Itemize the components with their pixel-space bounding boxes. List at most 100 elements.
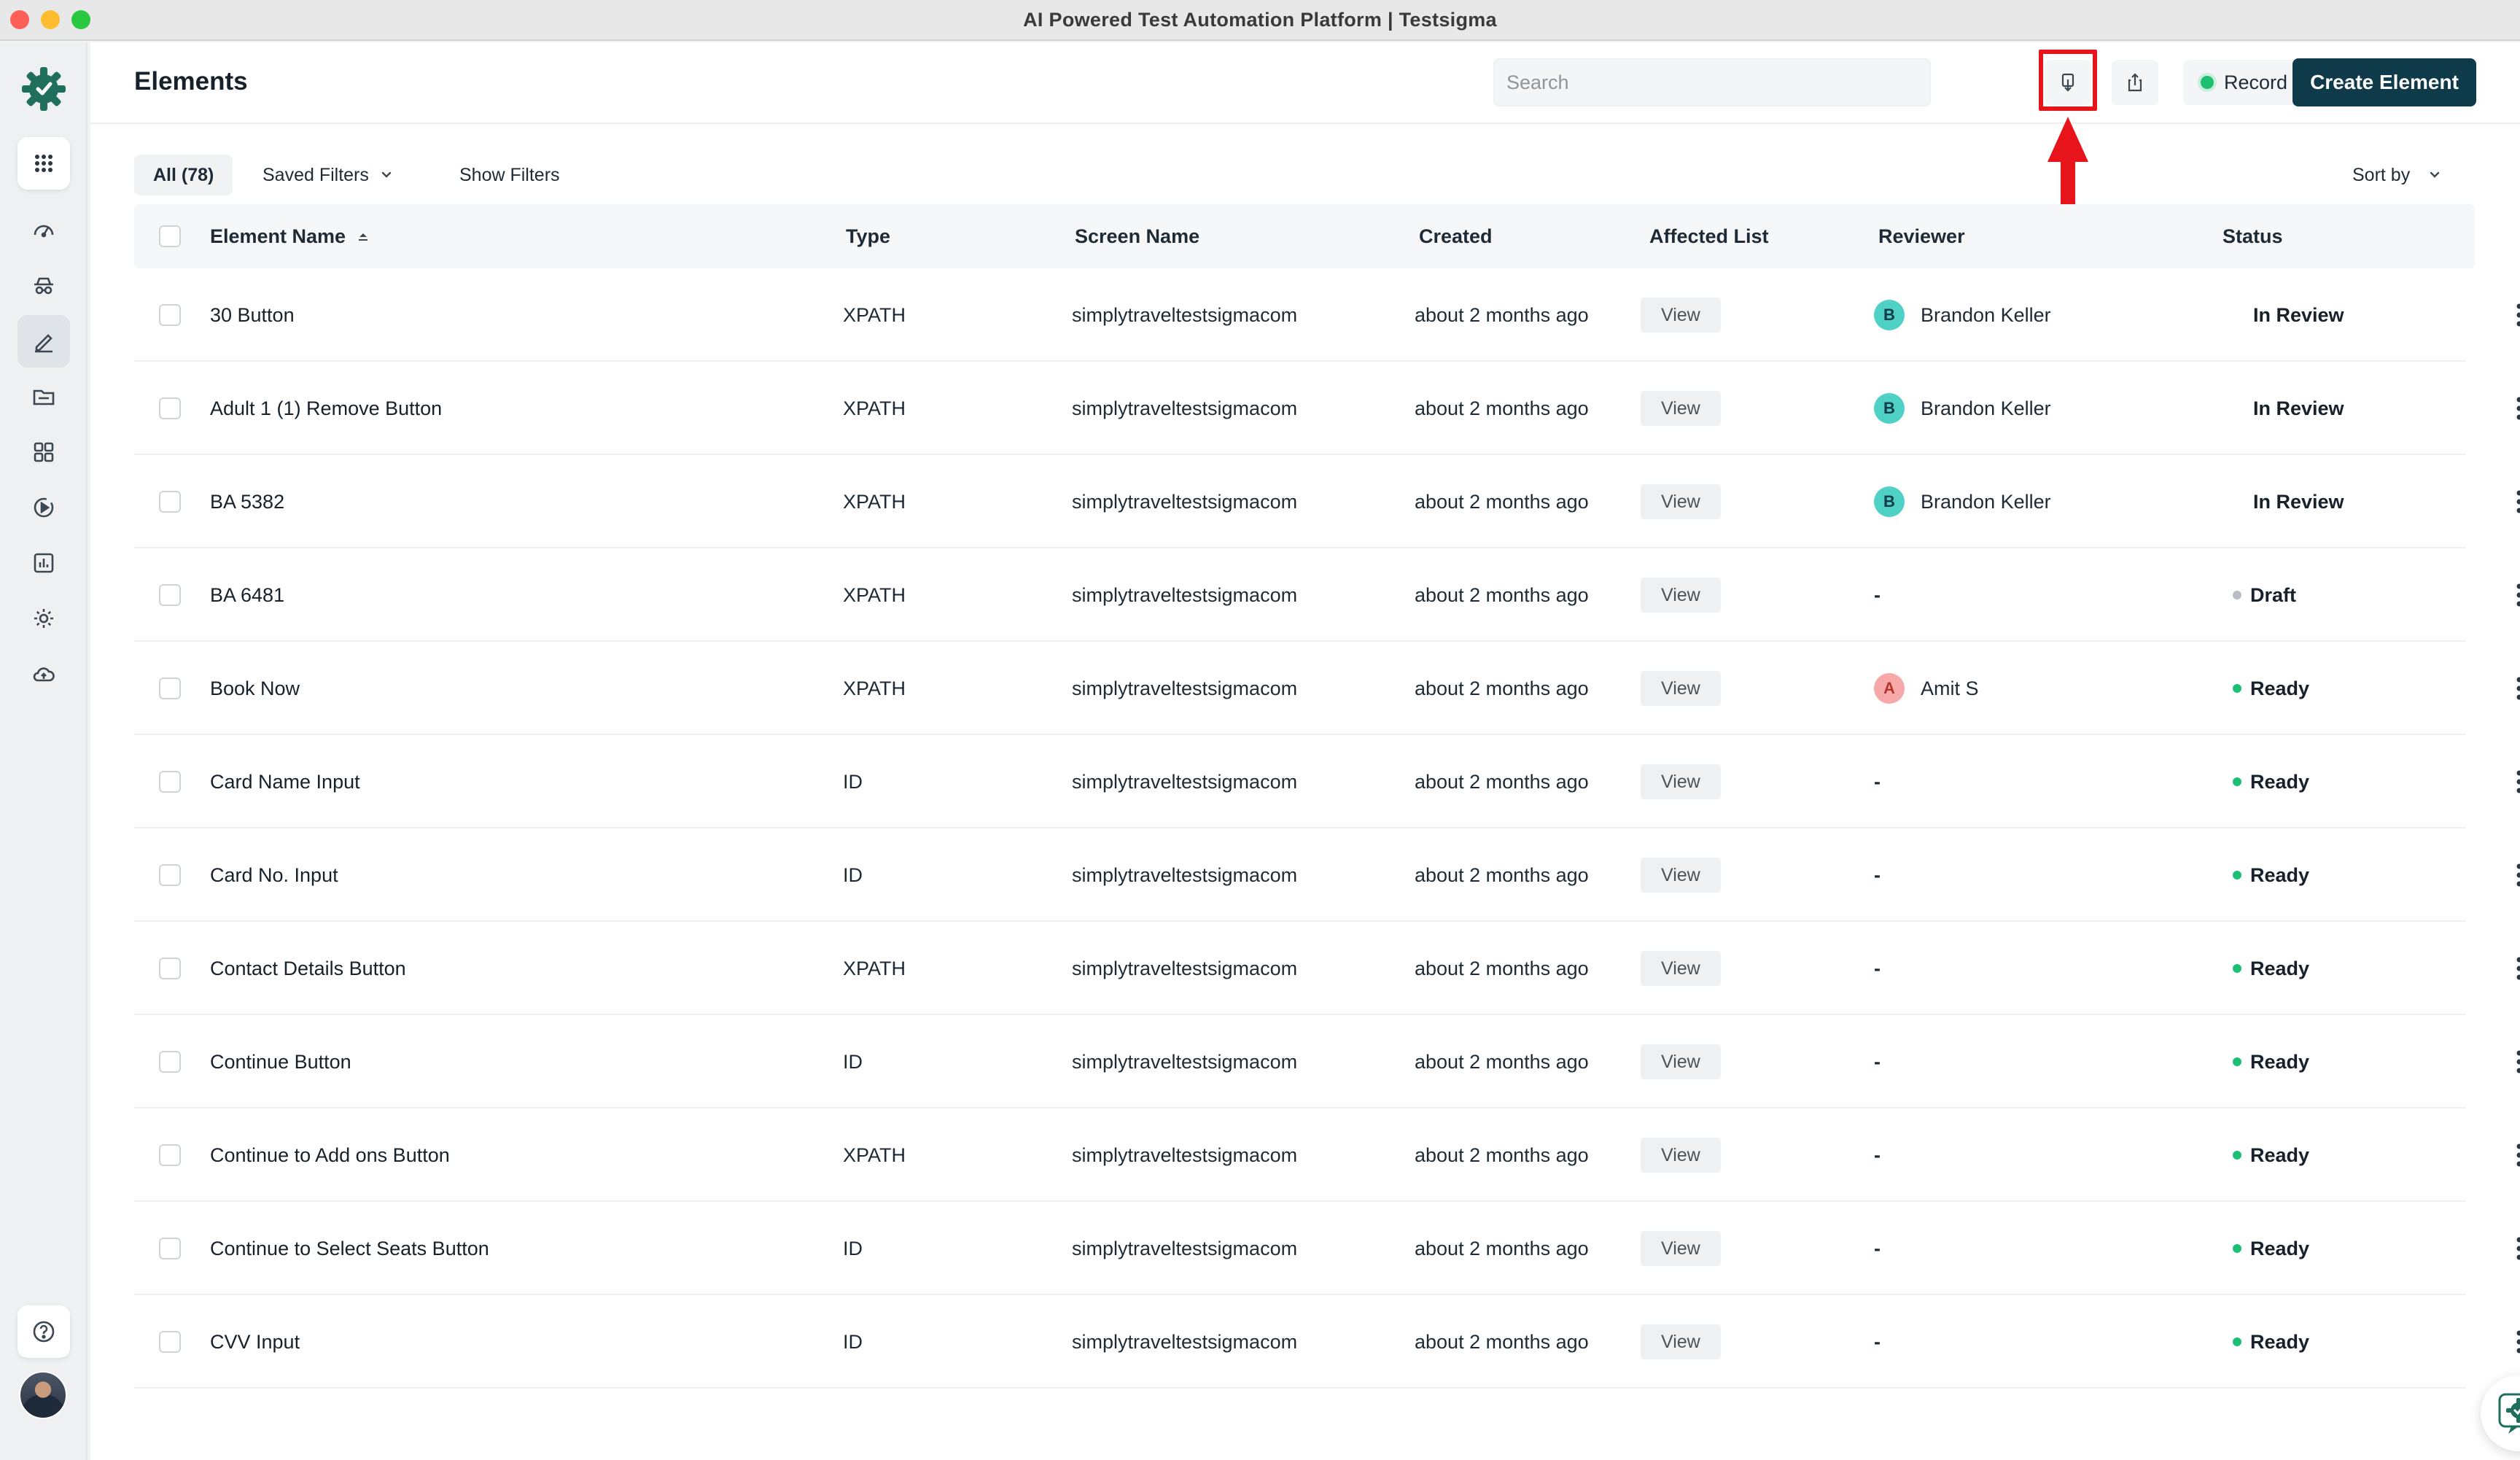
element-name[interactable]: Contact Details Button xyxy=(210,957,406,979)
row-checkbox[interactable] xyxy=(159,548,181,642)
table-row[interactable]: 30 Button XPATH simplytraveltestsigmacom ab… xyxy=(134,268,2520,362)
affected-list-cell: View xyxy=(1641,1108,1721,1202)
view-button[interactable]: View xyxy=(1641,298,1721,333)
highlight-box xyxy=(2039,50,2097,111)
nav-cloud-upload[interactable] xyxy=(18,648,70,700)
zoom-window-button[interactable] xyxy=(71,10,90,29)
table-row[interactable]: Continue Button ID simplytraveltestsigmaco… xyxy=(134,1015,2520,1108)
chevron-down-icon xyxy=(381,171,392,178)
view-button[interactable]: View xyxy=(1641,671,1721,706)
reviewer-cell: - xyxy=(1874,1295,1881,1389)
create-element-button[interactable]: Create Element xyxy=(2292,58,2476,106)
view-button[interactable]: View xyxy=(1641,764,1721,799)
row-checkbox[interactable] xyxy=(159,735,181,828)
import-button[interactable] xyxy=(2045,60,2091,105)
row-checkbox[interactable] xyxy=(159,922,181,1015)
chat-assistant-button[interactable] xyxy=(2481,1375,2520,1451)
row-checkbox[interactable] xyxy=(159,1108,181,1202)
nav-test-data[interactable] xyxy=(18,370,70,423)
table-row[interactable]: Book Now XPATH simplytraveltestsigmacom abo… xyxy=(134,642,2520,735)
view-button[interactable]: View xyxy=(1641,1044,1721,1079)
row-actions-menu[interactable] xyxy=(2508,922,2520,1015)
select-all-checkbox[interactable] xyxy=(159,204,181,268)
minimize-window-button[interactable] xyxy=(41,10,60,29)
nav-reports[interactable] xyxy=(18,537,70,589)
element-name[interactable]: BA 5382 xyxy=(210,490,285,513)
nav-settings[interactable] xyxy=(18,592,70,645)
nav-incognito[interactable] xyxy=(18,260,70,312)
nav-elements[interactable] xyxy=(18,315,70,368)
row-checkbox[interactable] xyxy=(159,1202,181,1295)
table-row[interactable]: Continue to Select Seats Button ID simplyt… xyxy=(134,1202,2520,1295)
element-name[interactable]: Continue Button xyxy=(210,1050,351,1073)
table-row[interactable]: BA 6481 XPATH simplytraveltestsigmacom abou… xyxy=(134,548,2520,642)
element-name[interactable]: Adult 1 (1) Remove Button xyxy=(210,397,443,419)
row-checkbox[interactable] xyxy=(159,1015,181,1108)
element-name[interactable]: 30 Button xyxy=(210,303,295,326)
created-date: about 2 months ago xyxy=(1415,1050,1589,1073)
record-main[interactable]: Record xyxy=(2183,60,2311,105)
element-name[interactable]: BA 6481 xyxy=(210,583,285,606)
close-window-button[interactable] xyxy=(10,10,29,29)
element-name[interactable]: Continue to Add ons Button xyxy=(210,1143,450,1166)
row-actions-menu[interactable] xyxy=(2508,1202,2520,1295)
table-row[interactable]: Contact Details Button XPATH simplytravelt… xyxy=(134,922,2520,1015)
row-checkbox[interactable] xyxy=(159,268,181,362)
help-button[interactable] xyxy=(18,1305,70,1358)
row-actions-menu[interactable] xyxy=(2508,828,2520,922)
view-button[interactable]: View xyxy=(1641,391,1721,426)
element-name[interactable]: Card No. Input xyxy=(210,863,338,886)
view-button[interactable]: View xyxy=(1641,484,1721,519)
row-checkbox[interactable] xyxy=(159,1295,181,1389)
column-created[interactable]: Created xyxy=(1419,225,1493,247)
table-row[interactable]: Adult 1 (1) Remove Button XPATH simplytrav… xyxy=(134,362,2520,455)
testsigma-logo-icon[interactable] xyxy=(19,64,69,114)
view-button[interactable]: View xyxy=(1641,1324,1721,1359)
row-actions-menu[interactable] xyxy=(2508,268,2520,362)
nav-runs[interactable] xyxy=(18,481,70,534)
row-checkbox[interactable] xyxy=(159,362,181,455)
element-name[interactable]: Book Now xyxy=(210,677,300,699)
saved-filters-dropdown[interactable]: Saved Filters xyxy=(262,155,394,195)
row-actions-menu[interactable] xyxy=(2508,1015,2520,1108)
column-element-name[interactable]: Element Name xyxy=(210,204,370,268)
row-actions-menu[interactable] xyxy=(2508,735,2520,828)
element-name[interactable]: Card Name Input xyxy=(210,770,360,793)
element-name[interactable]: CVV Input xyxy=(210,1330,300,1353)
element-name[interactable]: Continue to Select Seats Button xyxy=(210,1237,489,1259)
filter-all-chip[interactable]: All (78) xyxy=(134,155,233,195)
row-actions-menu[interactable] xyxy=(2508,1108,2520,1202)
view-button[interactable]: View xyxy=(1641,1231,1721,1266)
row-checkbox[interactable] xyxy=(159,455,181,548)
apps-grid-button[interactable] xyxy=(18,137,70,190)
status-badge: Draft xyxy=(2233,584,2296,607)
import-download-icon xyxy=(2061,73,2074,92)
table-row[interactable]: Card No. Input ID simplytraveltestsigmacom… xyxy=(134,828,2520,922)
table-row[interactable]: Continue to Add ons Button XPATH simplytra… xyxy=(134,1108,2520,1202)
nav-modules[interactable] xyxy=(18,426,70,478)
show-filters-button[interactable]: Show Filters xyxy=(459,155,560,195)
column-screen-name[interactable]: Screen Name xyxy=(1075,225,1200,247)
row-actions-menu[interactable] xyxy=(2508,362,2520,455)
row-checkbox[interactable] xyxy=(159,642,181,735)
table-row[interactable]: CVV Input ID simplytraveltestsigmacom about… xyxy=(134,1295,2520,1389)
sort-by-dropdown[interactable]: Sort by xyxy=(2352,155,2442,195)
row-actions-menu[interactable] xyxy=(2508,548,2520,642)
export-button[interactable] xyxy=(2112,60,2158,105)
reviewer-name: - xyxy=(1874,583,1881,606)
view-button[interactable]: View xyxy=(1641,951,1721,986)
table-row[interactable]: BA 5382 XPATH simplytraveltestsigmacom abou… xyxy=(134,455,2520,548)
row-actions-menu[interactable] xyxy=(2508,1295,2520,1389)
nav-dashboard[interactable] xyxy=(18,204,70,257)
view-button[interactable]: View xyxy=(1641,858,1721,893)
column-type[interactable]: Type xyxy=(846,225,891,247)
user-avatar[interactable] xyxy=(19,1371,67,1419)
row-checkbox[interactable] xyxy=(159,828,181,922)
view-button[interactable]: View xyxy=(1641,578,1721,613)
search-input[interactable] xyxy=(1493,58,1931,106)
view-button[interactable]: View xyxy=(1641,1138,1721,1173)
saved-filters-label: Saved Filters xyxy=(262,164,369,185)
row-actions-menu[interactable] xyxy=(2508,642,2520,735)
row-actions-menu[interactable] xyxy=(2508,455,2520,548)
table-row[interactable]: Card Name Input ID simplytraveltestsigmaco… xyxy=(134,735,2520,828)
